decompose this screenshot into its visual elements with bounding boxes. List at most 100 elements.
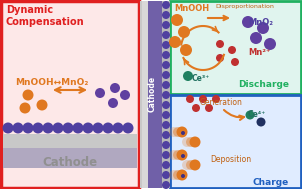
Text: Generation: Generation <box>200 98 243 107</box>
Circle shape <box>162 71 170 79</box>
Text: MnOOH↔MnO₂: MnOOH↔MnO₂ <box>15 78 88 87</box>
Text: Cathode: Cathode <box>147 76 156 112</box>
Circle shape <box>176 170 188 180</box>
Circle shape <box>176 126 188 138</box>
Circle shape <box>231 58 239 66</box>
Circle shape <box>162 21 170 29</box>
Text: Deposition: Deposition <box>210 155 251 164</box>
Bar <box>142 1 148 188</box>
Circle shape <box>43 122 53 133</box>
Text: Charge: Charge <box>253 178 289 187</box>
Bar <box>1 1 139 188</box>
Circle shape <box>162 171 170 179</box>
Circle shape <box>216 40 224 48</box>
Circle shape <box>186 137 196 147</box>
Circle shape <box>181 174 185 178</box>
Circle shape <box>162 141 170 149</box>
Circle shape <box>257 22 269 34</box>
Circle shape <box>212 95 220 103</box>
Bar <box>170 95 301 188</box>
Circle shape <box>92 122 104 133</box>
Circle shape <box>162 161 170 169</box>
Circle shape <box>199 95 207 103</box>
Circle shape <box>95 88 105 98</box>
Circle shape <box>173 150 183 160</box>
Bar <box>3 134 137 148</box>
Circle shape <box>189 136 201 147</box>
Circle shape <box>178 26 190 38</box>
Circle shape <box>113 122 124 133</box>
Circle shape <box>169 170 179 180</box>
Circle shape <box>162 1 170 9</box>
Circle shape <box>33 122 43 133</box>
Circle shape <box>162 131 170 139</box>
Circle shape <box>162 121 170 129</box>
Circle shape <box>110 83 120 93</box>
Circle shape <box>180 44 192 56</box>
Circle shape <box>169 127 179 137</box>
Circle shape <box>123 122 133 133</box>
Circle shape <box>186 95 194 103</box>
Circle shape <box>63 122 73 133</box>
Circle shape <box>23 90 34 101</box>
Circle shape <box>264 38 276 50</box>
Circle shape <box>205 104 213 112</box>
Bar <box>140 1 150 188</box>
Circle shape <box>171 14 183 26</box>
Circle shape <box>162 91 170 99</box>
Circle shape <box>162 181 170 189</box>
Circle shape <box>169 150 179 160</box>
Circle shape <box>53 122 63 133</box>
Text: Mn²⁺: Mn²⁺ <box>248 48 270 57</box>
Text: MnOOH: MnOOH <box>174 4 209 13</box>
Circle shape <box>12 122 24 133</box>
Circle shape <box>181 154 185 158</box>
Circle shape <box>192 104 200 112</box>
Bar <box>170 1 301 94</box>
Circle shape <box>162 111 170 119</box>
Circle shape <box>189 160 201 170</box>
Circle shape <box>162 51 170 59</box>
Circle shape <box>250 32 262 44</box>
Circle shape <box>176 149 188 160</box>
Circle shape <box>72 122 83 133</box>
Circle shape <box>169 36 181 48</box>
Circle shape <box>228 46 236 54</box>
Circle shape <box>162 81 170 89</box>
Circle shape <box>162 101 170 109</box>
Text: Ce⁴⁺: Ce⁴⁺ <box>248 110 266 119</box>
Circle shape <box>186 160 196 170</box>
Circle shape <box>162 61 170 69</box>
Text: Cathode: Cathode <box>43 156 98 169</box>
Circle shape <box>82 122 94 133</box>
Text: Discharge: Discharge <box>238 80 289 89</box>
Circle shape <box>162 41 170 49</box>
Circle shape <box>216 54 224 62</box>
Text: MnO₂: MnO₂ <box>248 18 273 27</box>
Circle shape <box>37 99 47 111</box>
Circle shape <box>182 160 192 170</box>
Circle shape <box>108 98 118 108</box>
Bar <box>148 1 162 188</box>
Circle shape <box>173 170 183 180</box>
Circle shape <box>162 31 170 39</box>
Circle shape <box>242 16 254 28</box>
Circle shape <box>162 151 170 159</box>
Circle shape <box>20 102 31 114</box>
Circle shape <box>102 122 114 133</box>
Circle shape <box>246 111 255 119</box>
Circle shape <box>23 122 34 133</box>
Text: Dynamic
Compensation: Dynamic Compensation <box>6 5 85 27</box>
Circle shape <box>2 122 14 133</box>
Circle shape <box>183 71 193 81</box>
Bar <box>140 1 170 188</box>
Circle shape <box>173 127 183 137</box>
Text: Ce³⁺: Ce³⁺ <box>192 74 210 83</box>
Bar <box>3 148 137 168</box>
Circle shape <box>120 90 130 100</box>
Circle shape <box>182 137 192 147</box>
Circle shape <box>162 11 170 19</box>
Circle shape <box>181 131 185 135</box>
Text: Disproportionation: Disproportionation <box>215 4 274 9</box>
Circle shape <box>256 118 265 126</box>
